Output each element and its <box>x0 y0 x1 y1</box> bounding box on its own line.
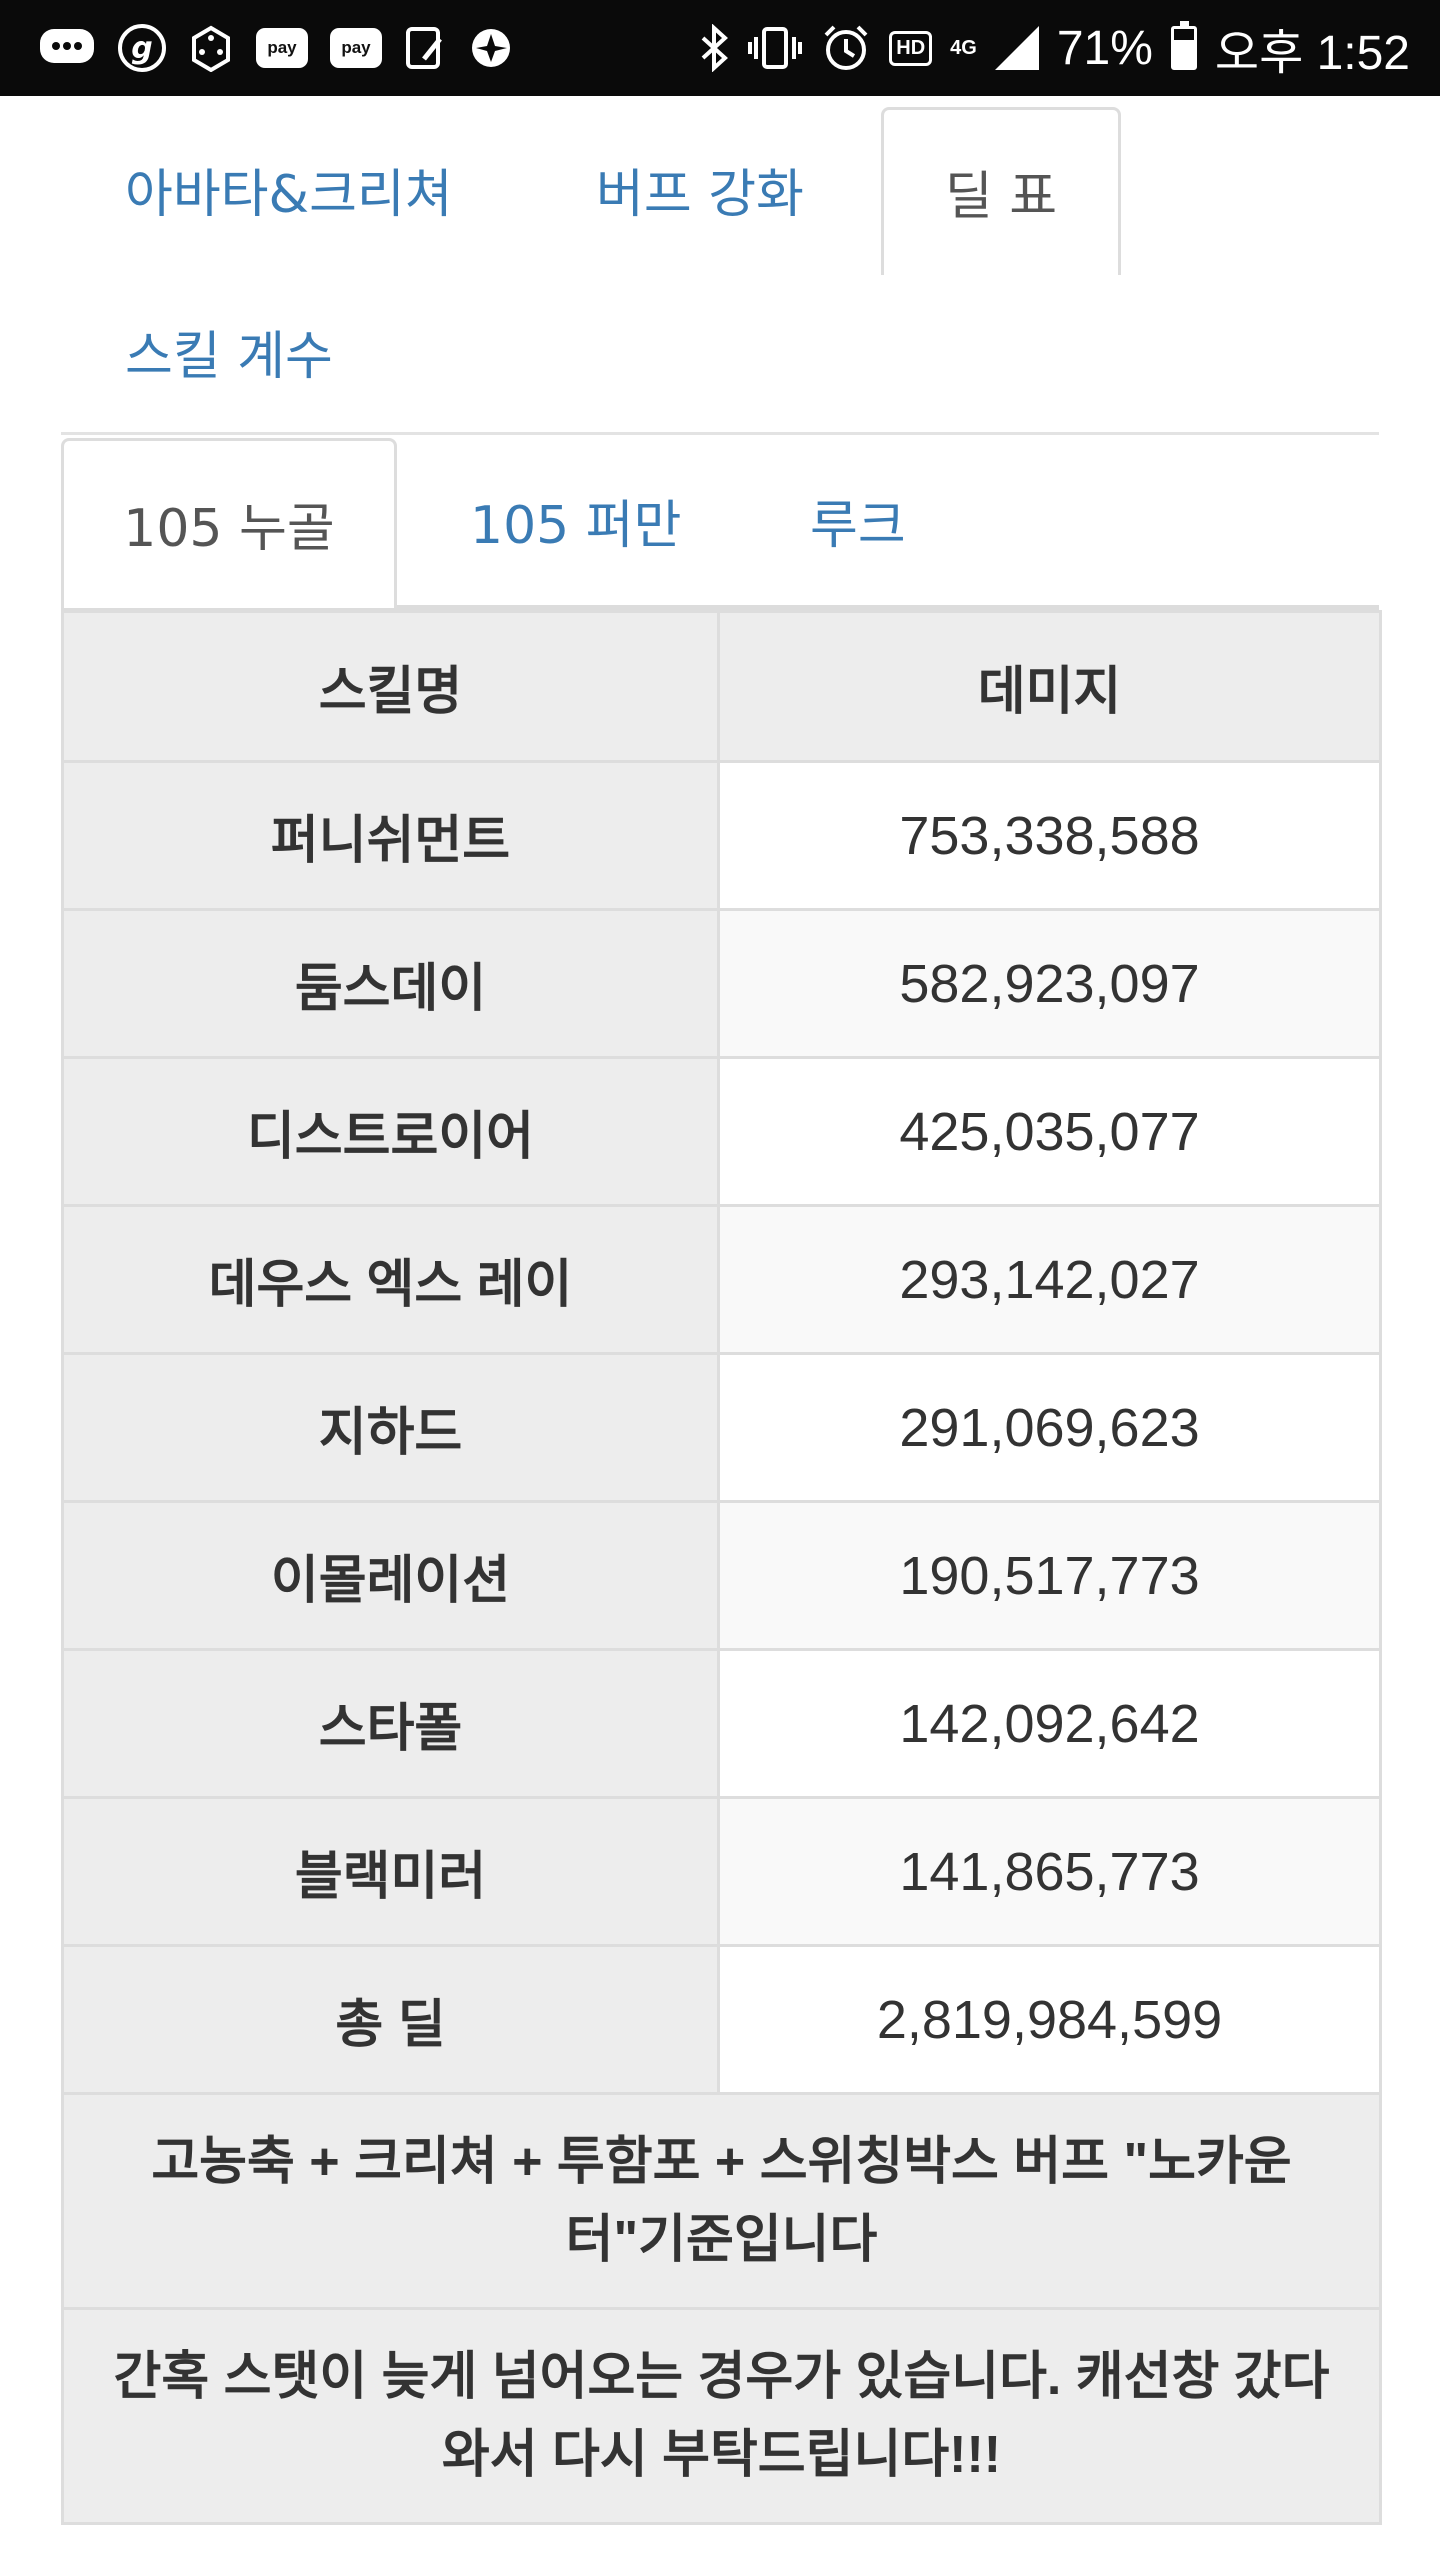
vibrate-icon <box>747 25 803 71</box>
damage-cell: 190,517,773 <box>717 1500 1382 1651</box>
skill-name-cell: 데우스 엑스 레이 <box>61 1204 720 1355</box>
buff-condition-note: 고농축 + 크리쳐 + 투함포 + 스위칭박스 버프 "노카운터"기준입니다 <box>61 2092 1382 2310</box>
skill-name-cell: 디스트로이어 <box>61 1056 720 1207</box>
damage-cell: 142,092,642 <box>717 1648 1382 1799</box>
total-damage-cell: 2,819,984,599 <box>717 1944 1382 2095</box>
damage-cell: 425,035,077 <box>717 1056 1382 1207</box>
damage-table: 스킬명 데미지 퍼니쉬먼트 753,338,588 둠스데이 582,923,0… <box>61 610 1382 2525</box>
tab-buff-enhance[interactable]: 버프 강화 <box>596 165 804 225</box>
tab-rook[interactable]: 루크 <box>810 496 906 556</box>
status-bar: g pay pay HD 4G 71% 오후 1:52 <box>0 0 1440 96</box>
tab-avatar-creature[interactable]: 아바타&크리쳐 <box>125 165 453 225</box>
page-content: 아바타&크리쳐 버프 강화 딜 표 스킬 계수 105 누골 105 퍼만 루크… <box>61 96 1382 2525</box>
clock: 오후 1:52 <box>1214 27 1410 80</box>
hd-voice-icon: HD <box>889 30 933 66</box>
damage-cell: 753,338,588 <box>717 760 1382 911</box>
table-row: 지하드 291,069,623 <box>61 1352 1382 1503</box>
table-row: 이몰레이션 190,517,773 <box>61 1500 1382 1651</box>
damage-cell: 291,069,623 <box>717 1352 1382 1503</box>
tab-skill-coefficient[interactable]: 스킬 계수 <box>125 327 333 387</box>
skill-name-cell: 퍼니쉬먼트 <box>61 760 720 911</box>
tab-105-nugol[interactable]: 105 누골 <box>61 438 397 608</box>
table-row: 데우스 엑스 레이 293,142,027 <box>61 1204 1382 1355</box>
table-row: 디스트로이어 425,035,077 <box>61 1056 1382 1207</box>
sub-tab-bar: 105 누골 105 퍼만 루크 <box>61 435 1379 610</box>
table-header-row: 스킬명 데미지 <box>61 610 1382 763</box>
edit-note-icon <box>404 25 446 71</box>
alarm-icon <box>821 23 871 73</box>
skill-name-cell: 이몰레이션 <box>61 1500 720 1651</box>
skill-name-cell: 둠스데이 <box>61 908 720 1059</box>
g-app-icon: g <box>118 24 166 72</box>
pay-app-icon: pay <box>256 28 308 68</box>
battery-percent: 71% <box>1056 21 1153 75</box>
skill-name-cell: 스타폴 <box>61 1648 720 1799</box>
sparkle-app-icon <box>468 25 514 71</box>
total-row: 총 딜 2,819,984,599 <box>61 1944 1382 2095</box>
damage-cell: 141,865,773 <box>717 1796 1382 1947</box>
notification-icons: g pay pay <box>38 24 514 72</box>
main-tab-bar: 아바타&크리쳐 버프 강화 딜 표 스킬 계수 <box>61 96 1379 435</box>
signal-icon <box>994 26 1039 70</box>
damage-cell: 293,142,027 <box>717 1204 1382 1355</box>
tab-damage-table[interactable]: 딜 표 <box>881 107 1121 275</box>
damage-cell: 582,923,097 <box>717 908 1382 1059</box>
table-row: 퍼니쉬먼트 753,338,588 <box>61 760 1382 911</box>
header-skill-name: 스킬명 <box>61 610 720 763</box>
table-row: 스타폴 142,092,642 <box>61 1648 1382 1799</box>
bluetooth-icon <box>699 24 729 72</box>
note-row: 고농축 + 크리쳐 + 투함포 + 스위칭박스 버프 "노카운터"기준입니다 <box>61 2092 1382 2310</box>
table-row: 블랙미러 141,865,773 <box>61 1796 1382 1947</box>
dice-app-icon <box>188 24 234 72</box>
pay-app-icon-2: pay <box>330 28 382 68</box>
total-label-cell: 총 딜 <box>61 1944 720 2095</box>
note-row: 간혹 스탯이 늦게 넘어오는 경우가 있습니다. 캐선창 갔다와서 다시 부탁드… <box>61 2307 1382 2525</box>
stat-delay-note: 간혹 스탯이 늦게 넘어오는 경우가 있습니다. 캐선창 갔다와서 다시 부탁드… <box>61 2307 1382 2525</box>
network-type-icon: 4G <box>950 36 977 59</box>
tab-105-perman[interactable]: 105 퍼만 <box>470 496 682 556</box>
table-row: 둠스데이 582,923,097 <box>61 908 1382 1059</box>
system-icons: HD 4G 71% 오후 1:52 <box>699 13 1410 83</box>
battery-icon <box>1170 21 1197 70</box>
messages-icon <box>38 25 96 71</box>
battery-level-fill <box>1173 40 1194 67</box>
header-damage: 데미지 <box>717 610 1382 763</box>
skill-name-cell: 블랙미러 <box>61 1796 720 1947</box>
skill-name-cell: 지하드 <box>61 1352 720 1503</box>
